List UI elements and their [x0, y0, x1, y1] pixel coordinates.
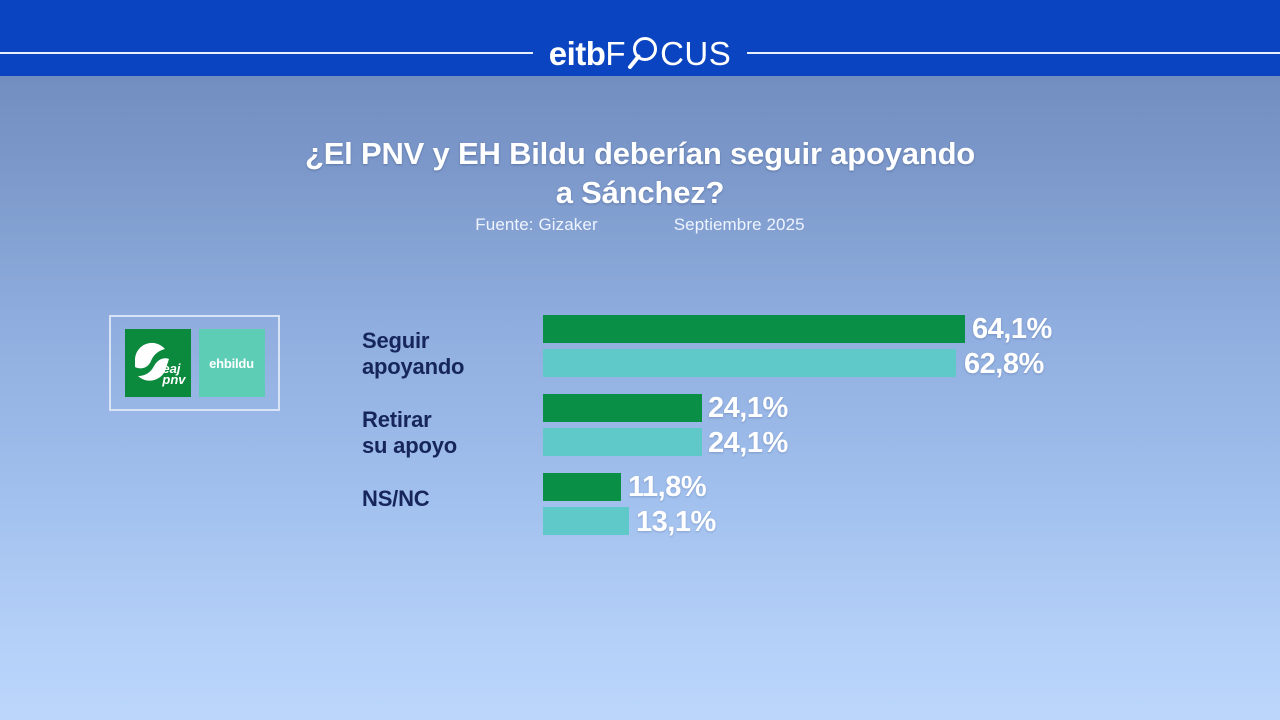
pnv-wordmark: eaj pnv — [162, 361, 186, 387]
category-label: Retirar su apoyo — [362, 407, 457, 458]
category-label: Seguir apoyando — [362, 328, 465, 379]
bar-value-pnv-retirar-su-apoyo: 24,1% — [708, 392, 788, 424]
legend: eaj pnv ehbildu — [109, 315, 280, 411]
bar-value-pnv-seguir-apoyando: 64,1% — [972, 313, 1052, 345]
source-label: Fuente: Gizaker — [475, 215, 598, 234]
brand-focus-cus: CUS — [660, 34, 732, 72]
bar-value-bildu-seguir-apoyando: 62,8% — [964, 348, 1044, 380]
ehbildu-logo-icon: ehbildu — [209, 355, 254, 371]
bar-value-bildu-ns-nc: 13,1% — [636, 506, 716, 538]
bar-bildu-retirar-su-apoyo — [543, 428, 702, 456]
chart-meta: Fuente: Gizaker Septiembre 2025 — [0, 215, 1280, 235]
bar-bildu-ns-nc — [543, 507, 629, 535]
bar-bildu-seguir-apoyando — [543, 349, 956, 377]
page-title: ¿El PNV y EH Bildu deberían seguir apoya… — [0, 134, 1280, 212]
page-title-line-1: ¿El PNV y EH Bildu deberían seguir apoya… — [304, 136, 976, 171]
pnv-emblem-icon: eaj pnv — [129, 337, 187, 389]
bar-pnv-seguir-apoyando — [543, 315, 965, 343]
bar-value-pnv-ns-nc: 11,8% — [628, 471, 707, 503]
legend-item-ehbildu: ehbildu — [198, 329, 265, 397]
magnifier-icon — [626, 35, 660, 71]
header-bar: eitb F CUS — [0, 0, 1280, 76]
category-label: NS/NC — [362, 486, 430, 511]
bar-value-bildu-retirar-su-apoyo: 24,1% — [708, 427, 788, 459]
page-title-line-2: a Sánchez? — [555, 175, 725, 210]
brand-focus-f: F — [605, 34, 627, 72]
date-label: Septiembre 2025 — [673, 215, 805, 234]
legend-item-pnv: eaj pnv — [124, 329, 191, 397]
brand-eitb-text: eitb — [548, 34, 606, 72]
bar-pnv-ns-nc — [543, 473, 621, 501]
brand-logo: eitb F CUS — [0, 30, 1280, 76]
bar-chart: Seguir apoyando 64,1% 62,8% Retirar su a… — [0, 305, 1280, 565]
bar-pnv-retirar-su-apoyo — [543, 394, 702, 422]
